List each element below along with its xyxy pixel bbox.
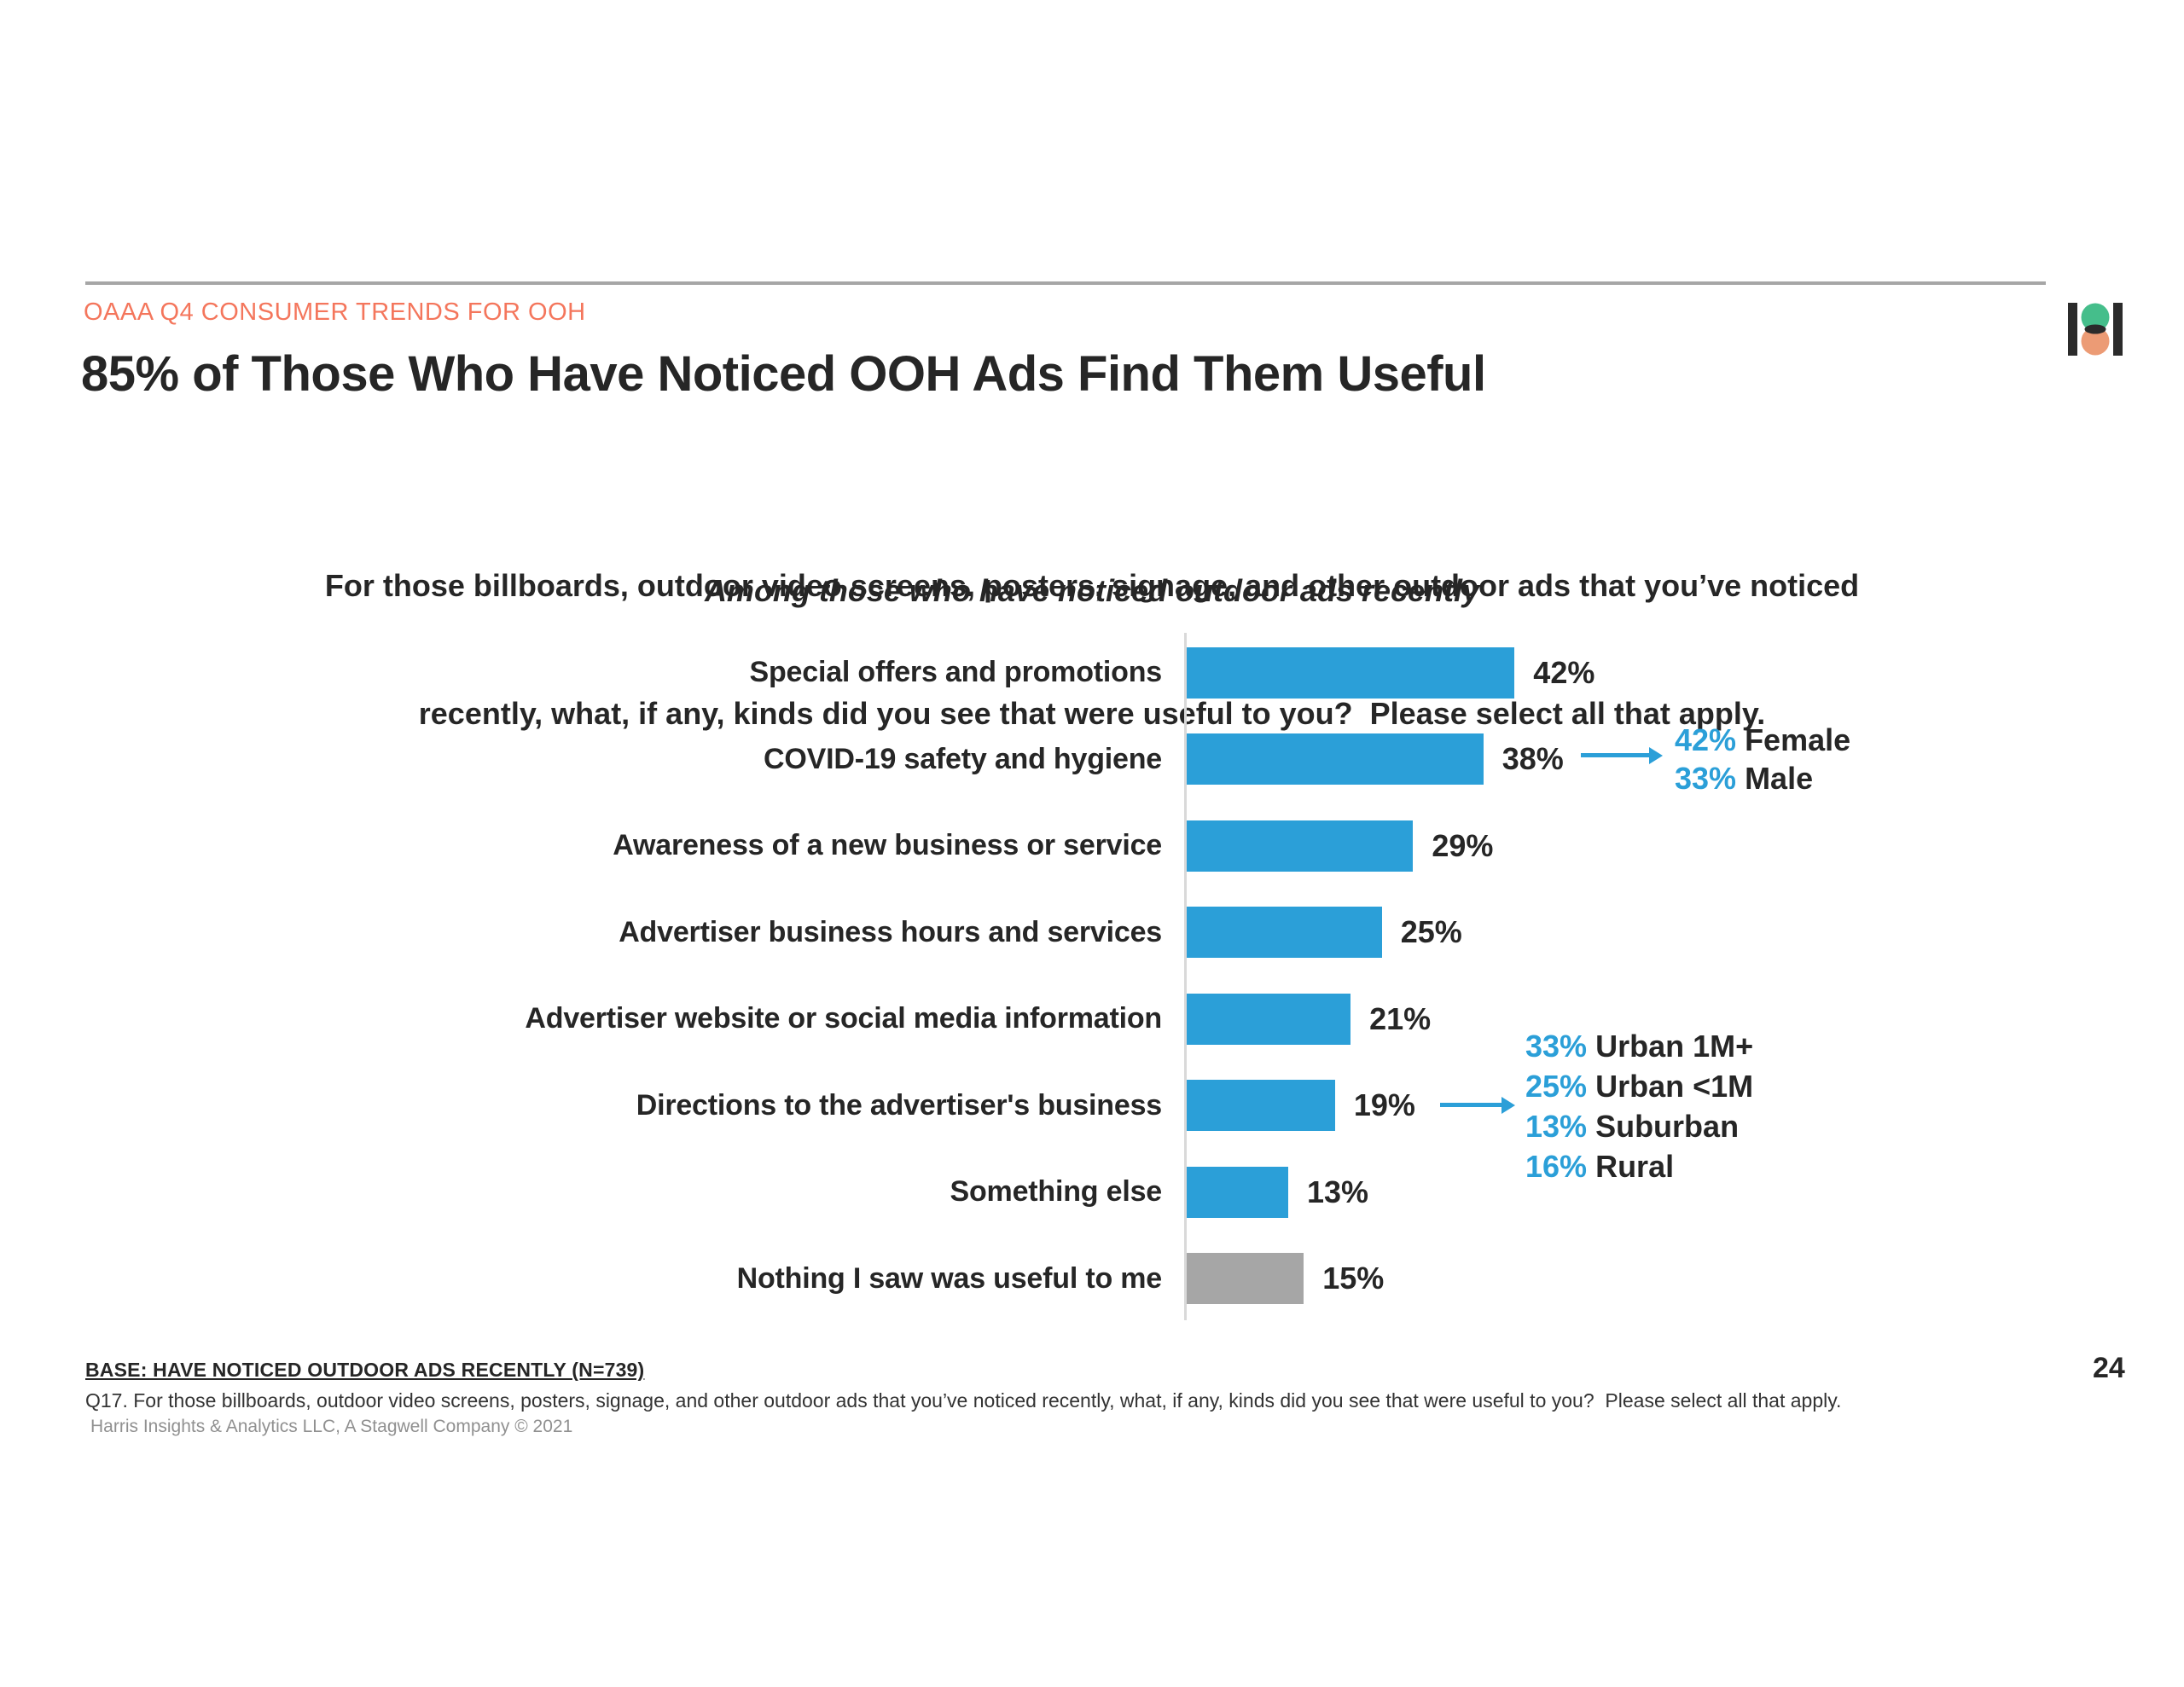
header-divider [85,281,2046,285]
callout-label: Rural [1587,1149,1675,1184]
bar-row: Directions to the advertiser's business … [0,1063,2184,1150]
gender-callout: 42% Female 33% Male [1675,721,1850,797]
bar-category-label: Special offers and promotions [749,656,1163,689]
page-title: 85% of Those Who Have Noticed OOH Ads Fi… [81,346,1486,402]
bar-row: Advertiser business hours and services 2… [0,890,2184,977]
harris-poll-logo-icon [2068,303,2123,356]
bar [1187,993,1351,1045]
footer-base-note: BASE: HAVE NOTICED OUTDOOR ADS RECENTLY … [85,1359,645,1381]
bar-value-label: 38% [1502,741,1564,777]
bar-value-label: 25% [1400,914,1462,950]
callout-label: Urban <1M [1587,1069,1754,1104]
callout-label: Male [1736,761,1814,796]
bar-value-label: 42% [1533,654,1595,690]
bar [1187,733,1484,786]
bar-category-label: Advertiser business hours and services [619,915,1162,948]
bar-category-label: Awareness of a new business or service [613,829,1162,862]
footer-source-note: Harris Insights & Analytics LLC, A Stagw… [90,1417,573,1436]
bar-value-label: 15% [1322,1261,1385,1296]
bar-category-label: COVID-19 safety and hygiene [764,742,1162,775]
bar-row: Advertiser website or social media infor… [0,976,2184,1063]
callout-line: 33% Male [1675,759,1850,797]
bar-category-label: Something else [950,1175,1163,1209]
bar-value-label: 13% [1306,1174,1368,1209]
bar [1187,1166,1288,1218]
bar [1187,1253,1304,1305]
harris-poll-logo [2068,303,2123,356]
bar-row: Special offers and promotions 42% [0,629,2184,716]
bar-category-label: Nothing I saw was useful to me [736,1261,1163,1295]
callout-label: Urban 1M+ [1587,1029,1754,1064]
bar-row: COVID-19 safety and hygiene 38% [0,716,2184,803]
bar-chart-rows: Special offers and promotions 42% COVID-… [0,629,2184,1322]
bar-row: Something else 13% [0,1149,2184,1236]
bar [1187,1080,1335,1132]
bar-category-label: Advertiser website or social media infor… [525,1002,1162,1035]
callout-line: 16% Rural [1525,1146,1753,1186]
bar [1187,646,1515,699]
callout-line: 25% Urban <1M [1525,1066,1753,1106]
bar-row: Nothing I saw was useful to me 15% [0,1236,2184,1323]
value-axis-line [1184,633,1187,1320]
gender-callout-arrow-icon [1581,746,1663,764]
callout-value: 42% [1675,722,1737,757]
geo-callout-arrow-icon [1440,1096,1515,1114]
bar-value-label: 19% [1353,1087,1415,1123]
callout-value: 33% [1675,761,1737,796]
bar-chart: Special offers and promotions 42% COVID-… [0,629,2184,1324]
eyebrow-label: OAAA Q4 CONSUMER TRENDS FOR OOH [84,299,586,326]
chart-question-line1: For those billboards, outdoor video scre… [324,568,1860,603]
callout-label: Female [1736,722,1851,757]
footer-question-note: Q17. For those billboards, outdoor video… [85,1389,1842,1412]
bar-value-label: 29% [1432,827,1494,863]
bar-value-label: 21% [1369,1000,1432,1036]
geo-callout: 33% Urban 1M+ 25% Urban <1M 13% Suburban 16… [1525,1026,1753,1186]
bar-category-label: Directions to the advertiser's business [636,1088,1162,1122]
bar [1187,907,1382,959]
callout-value: 25% [1525,1069,1588,1104]
callout-value: 16% [1525,1149,1588,1184]
chart-question-line2: recently, what, if any, kinds did you se… [418,696,1766,731]
callout-line: 13% Suburban [1525,1106,1753,1146]
callout-line: 42% Female [1675,721,1850,759]
callout-value: 33% [1525,1029,1588,1064]
callout-label: Suburban [1587,1109,1740,1144]
chart-population-note: Among those who have noticed outdoor ads… [704,573,1480,608]
bar-row: Awareness of a new business or service 2… [0,803,2184,890]
chart-question: For those billboards, outdoor video scre… [0,479,2184,778]
callout-value: 13% [1525,1109,1588,1144]
bar [1187,820,1414,872]
page-number: 24 [2093,1352,2125,1384]
callout-line: 33% Urban 1M+ [1525,1026,1753,1066]
